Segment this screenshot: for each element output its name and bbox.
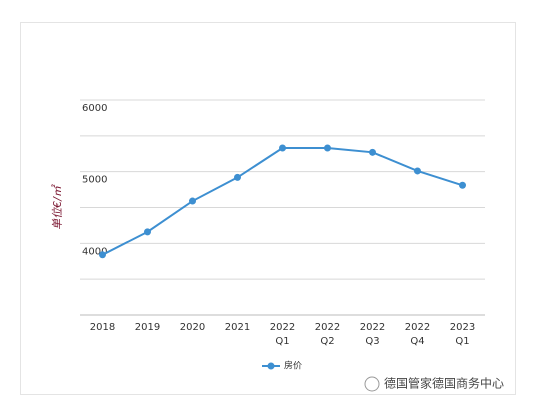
y-tick-label: 4000: [82, 246, 107, 257]
y-axis-label: 单位€/㎡: [51, 184, 64, 230]
point: [324, 144, 331, 152]
y-tick-label: 5000: [82, 175, 107, 186]
legend-marker: [267, 362, 275, 370]
x-tick-label: 2022: [360, 322, 385, 333]
point: [234, 173, 241, 181]
x-tick-label: Q1: [455, 336, 469, 347]
point: [99, 251, 106, 259]
x-tick-label: 2022: [270, 322, 295, 333]
x-tick-label: 2022: [405, 322, 430, 333]
point: [279, 144, 286, 152]
x-tick-label: 2021: [225, 322, 250, 333]
x-tick-label: Q4: [410, 336, 424, 347]
x-tick-label: Q3: [365, 336, 379, 347]
x-tick-label: 2020: [180, 322, 205, 333]
x-tick-label: 2022: [315, 322, 340, 333]
x-tick-label: 2019: [135, 322, 160, 333]
card: [20, 22, 516, 395]
legend-label: 房价: [284, 360, 302, 372]
point: [459, 181, 466, 189]
x-tick-label: Q1: [275, 336, 289, 347]
watermark-text: 德国管家德国商务中心: [384, 376, 504, 391]
point: [369, 148, 376, 156]
x-tick-label: 2023: [450, 322, 475, 333]
x-tick-label: Q2: [320, 336, 334, 347]
x-tick-label: 2018: [90, 322, 115, 333]
legend-item: 房价: [262, 360, 302, 372]
point: [144, 228, 151, 236]
watermark-icon: [364, 376, 380, 392]
point: [189, 197, 196, 205]
point: [414, 167, 421, 175]
watermark: 德国管家德国商务中心: [364, 376, 504, 392]
y-tick-label: 6000: [82, 103, 107, 114]
